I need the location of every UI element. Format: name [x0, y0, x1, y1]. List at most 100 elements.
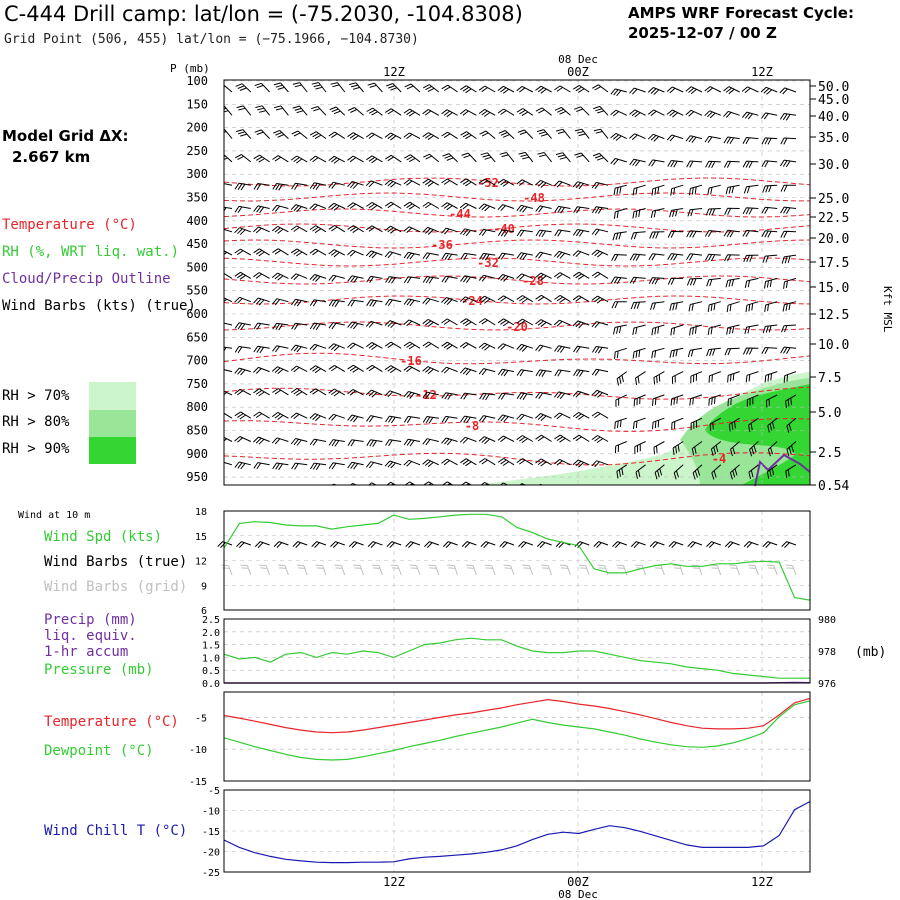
wind-barb: [516, 273, 533, 281]
temperature-contour: [224, 257, 810, 267]
wind-barb: [749, 441, 759, 457]
wind-barb: [460, 85, 477, 94]
y-tick-label: -25: [202, 868, 220, 879]
wind-barb: [253, 205, 270, 214]
wind-barb: [497, 229, 515, 237]
precip-gridlines: [224, 619, 810, 683]
surface-barb-grid: [259, 564, 271, 576]
wind-barb: [441, 437, 458, 446]
wind-barb: [516, 252, 533, 260]
height-tick-label: 0.54: [818, 479, 849, 494]
wind-barb: [632, 324, 646, 335]
wind-barb: [347, 107, 364, 116]
wind-barb: [591, 206, 609, 214]
wind-barb: [253, 345, 270, 354]
cycle-line-2: 2025-12-07 / 00 Z: [628, 24, 777, 42]
contour-label: -40: [493, 222, 515, 236]
wind-barb: [572, 411, 590, 420]
wind-barb: [384, 320, 402, 329]
temperature-line: [223, 697, 811, 734]
wind-barb: [651, 184, 665, 196]
wind-barb: [253, 297, 270, 306]
contour-label: -12: [415, 388, 437, 402]
wind-barb: [616, 464, 628, 479]
wind-barb: [784, 488, 796, 499]
surface-barb-true: [330, 541, 345, 548]
wind-barb: [234, 367, 251, 376]
wind-barb: [761, 137, 778, 145]
wind-barb: [309, 131, 327, 140]
wind-barb: [234, 205, 251, 213]
wind-barb: [478, 342, 496, 351]
wind-barb: [516, 343, 533, 352]
wind-barb: [234, 296, 251, 304]
wind-barb: [441, 275, 458, 283]
bottom-tick-12z-b: 12Z: [751, 875, 773, 889]
wind-barb: [634, 441, 646, 454]
wind-barb: [724, 207, 740, 215]
bottom-date-label: 08 Dec: [558, 888, 598, 900]
wind-barb: [572, 229, 590, 237]
height-tick-label: 20.0: [818, 232, 849, 247]
wind-barb: [647, 109, 665, 116]
wind-barb: [633, 417, 646, 429]
wind-barb: [554, 294, 571, 303]
wind-barb: [478, 295, 496, 304]
wind-barb: [707, 301, 721, 312]
wind-barb: [309, 322, 327, 331]
bottom-tick-00z: 00Z: [567, 875, 589, 889]
wind-barb: [786, 441, 797, 457]
surface-barb-grid: [447, 564, 459, 576]
wind-barb: [635, 371, 646, 386]
wind-barb: [385, 439, 402, 447]
surface-barb-grid: [729, 564, 741, 576]
wind-barb: [553, 412, 571, 420]
wind-barb: [724, 347, 740, 356]
surface-barb-grid: [296, 564, 308, 576]
wind-barb: [309, 413, 327, 422]
contour-label: -36: [431, 238, 453, 252]
wind-barb: [254, 129, 270, 139]
wind-barb: [516, 435, 534, 444]
pressure-tick-label: 550: [186, 284, 208, 298]
wind-barb: [224, 250, 233, 256]
wind-barb: [723, 160, 740, 168]
surface-barb-grid: [559, 564, 571, 576]
y-tick-label: 6: [201, 606, 207, 617]
wind-barb: [328, 181, 345, 189]
wind-barb: [497, 343, 515, 351]
wind-barb: [366, 342, 383, 350]
wind-barb: [497, 457, 515, 466]
wind-barb: [459, 109, 477, 116]
surface-barb-true: [273, 541, 289, 548]
wind-barb: [535, 434, 552, 442]
pressure-tick-label: 800: [186, 400, 208, 414]
wind-barb: [271, 225, 289, 234]
surface-wind-barbs-true: [217, 541, 797, 548]
surface-barb-true: [649, 541, 665, 548]
wind-barb: [479, 252, 496, 261]
wind-barb: [459, 202, 477, 210]
pressure-line: [223, 637, 810, 679]
wind-barb: [709, 417, 722, 431]
wind-barb: [686, 230, 703, 238]
y-tick-label: -5: [195, 713, 207, 724]
wind-barb: [384, 201, 402, 209]
wind-barb: [224, 322, 233, 326]
wind-barb: [667, 277, 684, 285]
wind-barb: [629, 276, 646, 284]
wind-barb: [254, 486, 270, 493]
wind-barb: [330, 82, 346, 93]
surface-barb-true: [536, 541, 552, 548]
y-tick-label: 0.0: [202, 679, 220, 690]
wind-barb: [460, 415, 477, 424]
wind-barb: [745, 371, 759, 383]
wind-barb: [497, 252, 515, 260]
wind-barb: [441, 458, 458, 466]
wind-barb: [422, 438, 439, 446]
wind-barb: [706, 277, 721, 287]
wind-barb: [291, 130, 308, 139]
height-tick-label: 22.5: [818, 211, 849, 226]
label-wind-barbs-grid: Wind Barbs (grid): [44, 579, 188, 595]
